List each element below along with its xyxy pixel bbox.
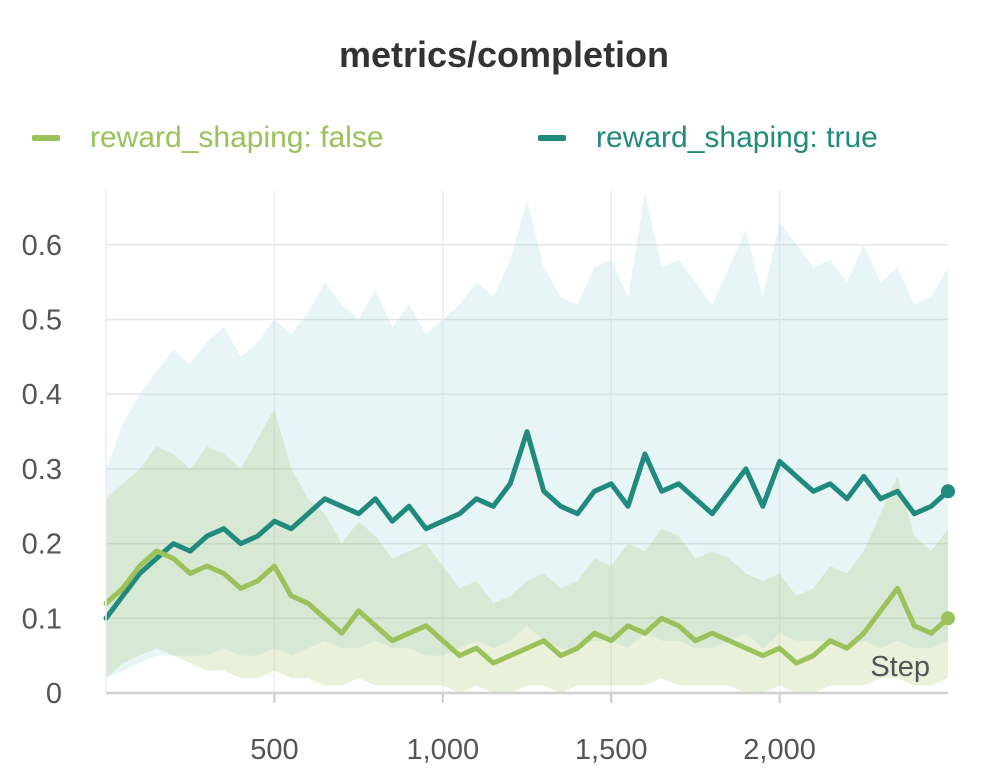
- line-reward-shaping-false: [103, 548, 951, 666]
- legend-label-true: reward_shaping: true: [596, 121, 878, 154]
- grid-lines: [106, 190, 948, 693]
- y-tick-label: 0.1: [22, 603, 62, 635]
- y-tick-label: 0.4: [22, 379, 62, 411]
- x-tick-label: 500: [250, 734, 298, 766]
- legend-item-reward-shaping-true[interactable]: reward_shaping: true: [538, 118, 878, 158]
- legend-swatch-false: [32, 135, 60, 141]
- y-tick-label: 0.6: [22, 230, 62, 262]
- y-tick-label: 0.2: [22, 529, 62, 561]
- y-tick-label: 0: [46, 678, 62, 710]
- x-axis-label: Step: [870, 651, 930, 683]
- series-lines: [103, 429, 955, 666]
- y-tick-label: 0.5: [22, 305, 62, 337]
- legend-item-reward-shaping-false[interactable]: reward_shaping: false: [32, 118, 384, 158]
- x-tick-label: 1,000: [407, 734, 480, 766]
- endpoint-reward-shaping-true: [941, 484, 955, 499]
- tick-labels: 0 0.1 0.2 0.3 0.4 0.5 0.6 500 1,000 1,500 2,000: [22, 230, 816, 766]
- x-tick-label: 1,500: [575, 734, 648, 766]
- y-tick-label: 0.3: [22, 454, 62, 486]
- x-tick-label: 2,000: [743, 734, 816, 766]
- endpoint-reward-shaping-false: [941, 611, 955, 626]
- legend-label-false: reward_shaping: false: [90, 121, 384, 154]
- band-reward-shaping-false: [106, 409, 948, 693]
- line-reward-shaping-true: [103, 429, 951, 621]
- axes: [105, 190, 948, 703]
- legend-swatch-true: [538, 135, 566, 141]
- confidence-bands: [106, 192, 948, 693]
- chart-title: metrics/completion: [338, 34, 670, 75]
